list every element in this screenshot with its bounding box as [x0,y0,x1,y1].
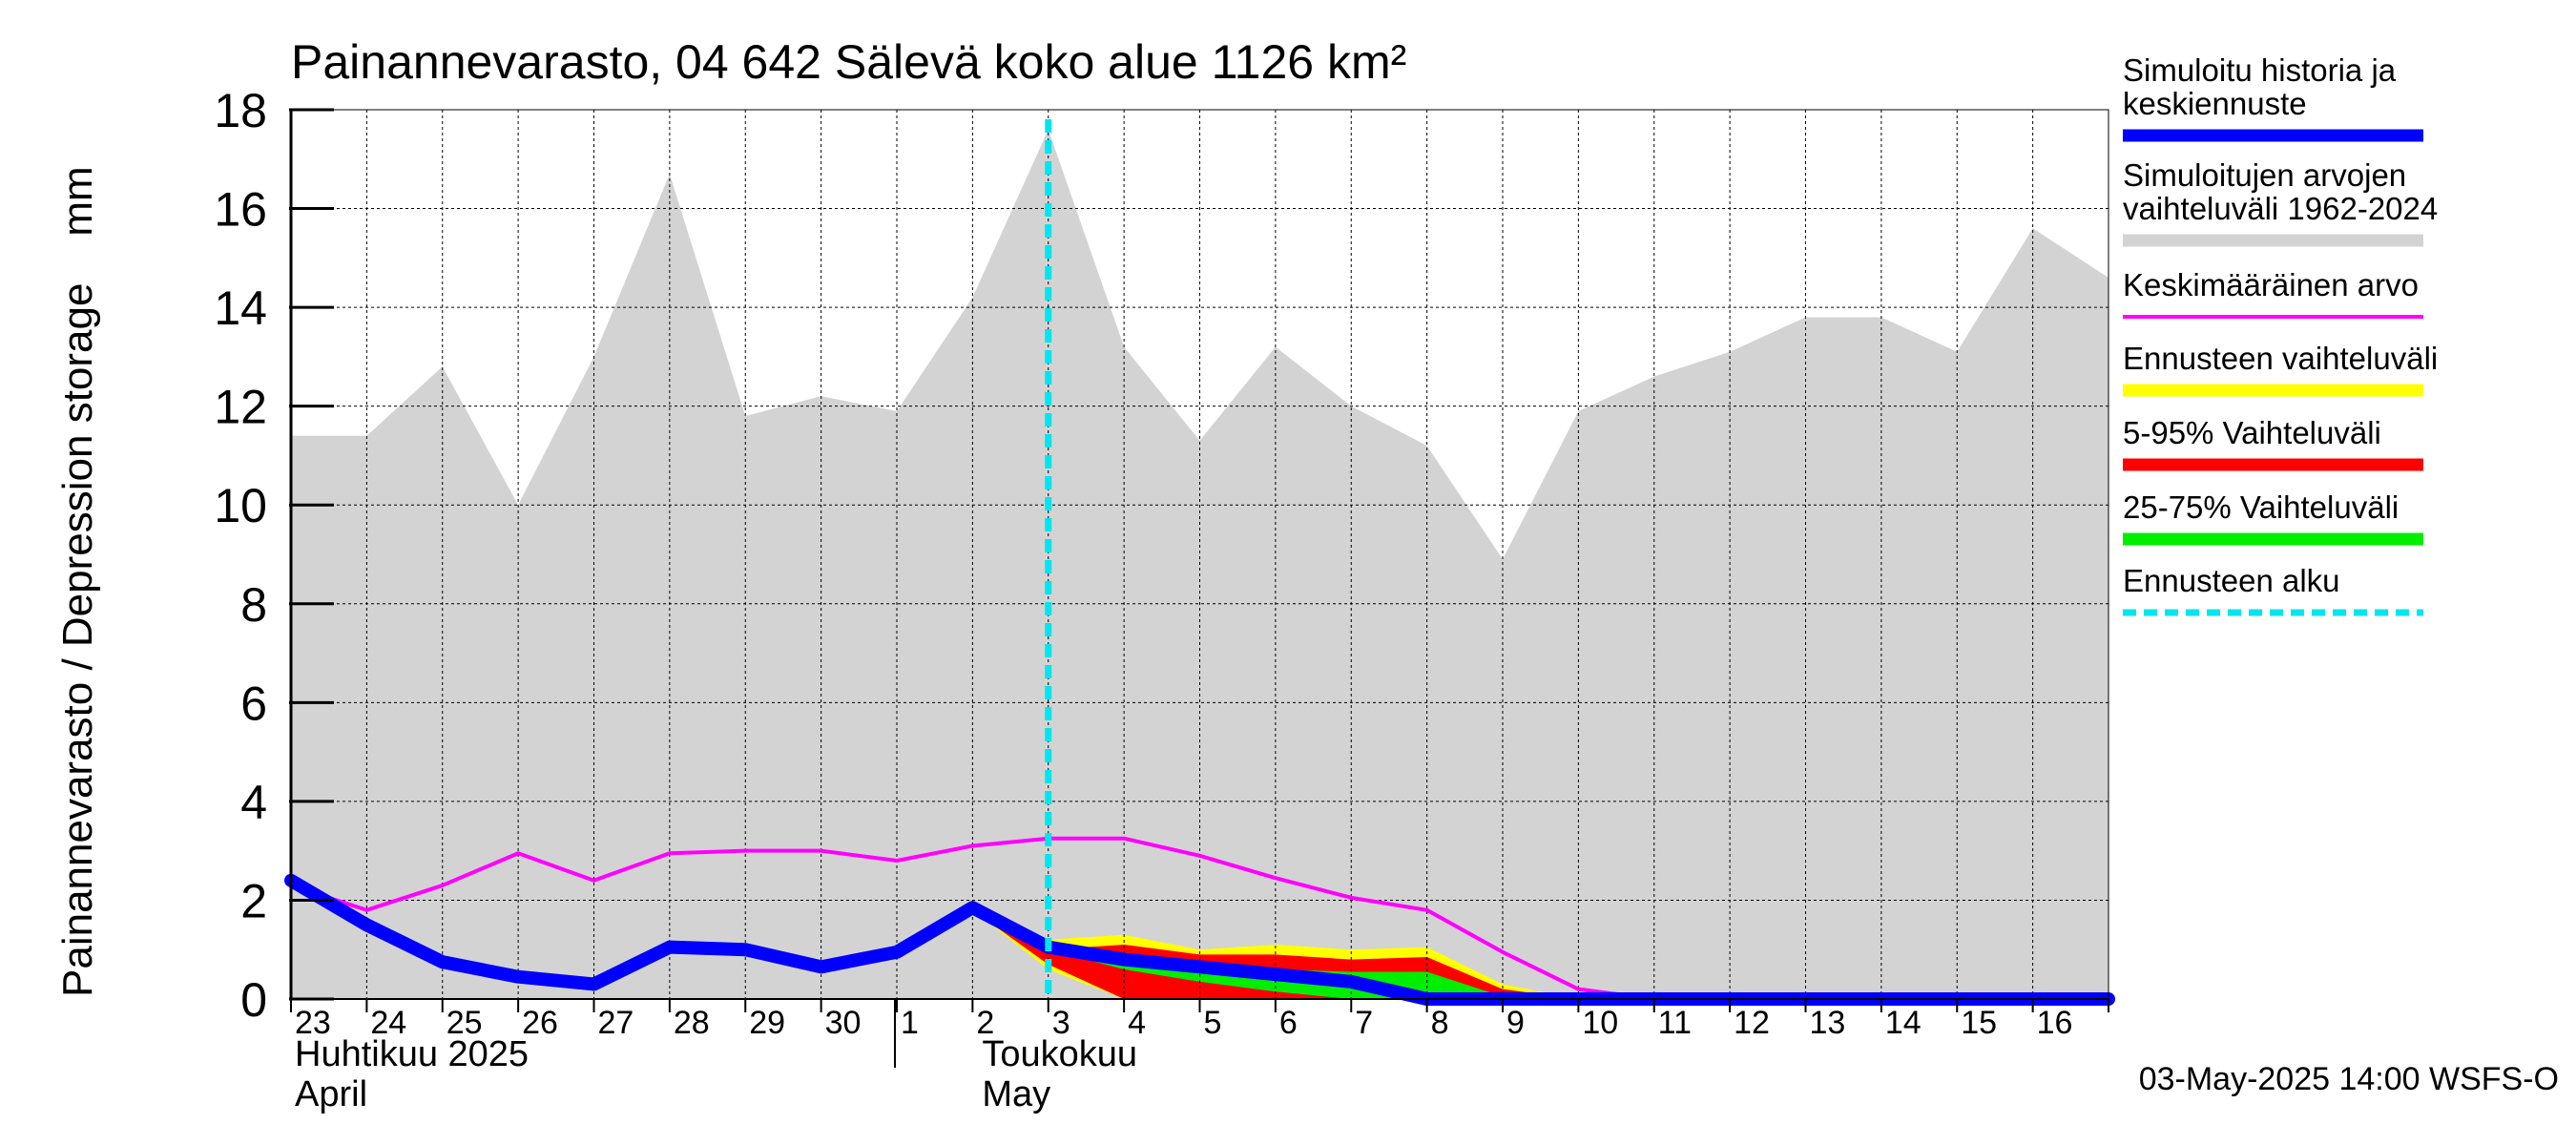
y-tick-label: 16 [214,183,267,237]
x-tick-label: 9 [1506,1005,1525,1041]
x-tick-label: 26 [522,1005,558,1041]
plot-area [284,109,2115,1006]
legend-label: 25-75% Vaihteluväli [2123,489,2399,525]
footer-timestamp: 03-May-2025 14:00 WSFS-O [2139,1061,2559,1097]
y-tick-label: 12 [214,381,267,434]
legend-label: 5-95% Vaihteluväli [2123,415,2381,450]
y-tick-label: 18 [214,84,267,137]
y-tick-label: 8 [240,578,267,632]
legend-label: Ennusteen vaihteluväli [2123,341,2438,376]
month-label-fi: Toukokuu [982,1034,1137,1074]
month-label-fi: Huhtikuu 2025 [295,1034,529,1074]
y-axis: 0 2 4 6 8 10 12 14 16 18 [214,84,334,1027]
x-tick-label: 15 [1961,1005,1997,1041]
legend-label: Simuloitu historia ja [2123,52,2397,88]
legend-label: Simuloitujen arvojen [2123,157,2406,193]
legend-label: vaihteluväli 1962-2024 [2123,191,2438,226]
x-tick-label: 12 [1734,1005,1770,1041]
x-tick-label: 10 [1582,1005,1618,1041]
x-tick-label: 3 [1052,1005,1070,1041]
month-label-en: April [295,1074,367,1114]
x-tick-label: 16 [2037,1005,2073,1041]
y-tick-label: 4 [240,776,267,829]
legend-label: keskiennuste [2123,86,2307,121]
x-axis: 23 24 25 26 27 28 29 30 1 2 3 4 5 6 7 8 9 10 11 12 13 14 15 16H… [290,998,2109,1114]
y-tick-label: 2 [240,874,267,927]
chart-title: Painannevarasto, 04 642 Sälevä koko alue… [291,35,1406,89]
x-tick-label: 27 [598,1005,634,1041]
x-tick-label: 8 [1431,1005,1449,1041]
x-tick-label: 29 [749,1005,785,1041]
legend-label: Ennusteen alku [2123,563,2340,598]
x-tick-label: 5 [1204,1005,1222,1041]
month-label-en: May [982,1074,1050,1114]
x-tick-label: 2 [976,1005,994,1041]
y-tick-label: 14 [214,281,267,335]
x-tick-label: 6 [1279,1005,1298,1041]
x-tick-label: 1 [901,1005,919,1041]
x-tick-label: 4 [1128,1005,1146,1041]
y-tick-label: 10 [214,479,267,532]
x-tick-label: 7 [1355,1005,1373,1041]
legend-label: Keskimääräinen arvo [2123,267,2419,302]
x-tick-label: 28 [674,1005,710,1041]
x-tick-label: 14 [1885,1005,1922,1041]
x-tick-label: 23 [295,1005,331,1041]
y-tick-label: 6 [240,677,267,730]
x-tick-label: 13 [1810,1005,1846,1041]
x-tick-label: 24 [370,1005,406,1041]
y-axis-label: Painannevarasto / Depression storage mm [54,166,101,997]
x-tick-label: 11 [1658,1005,1692,1041]
x-tick-label: 30 [825,1005,862,1041]
x-tick-label: 25 [447,1005,483,1041]
y-tick-label: 0 [240,973,267,1027]
